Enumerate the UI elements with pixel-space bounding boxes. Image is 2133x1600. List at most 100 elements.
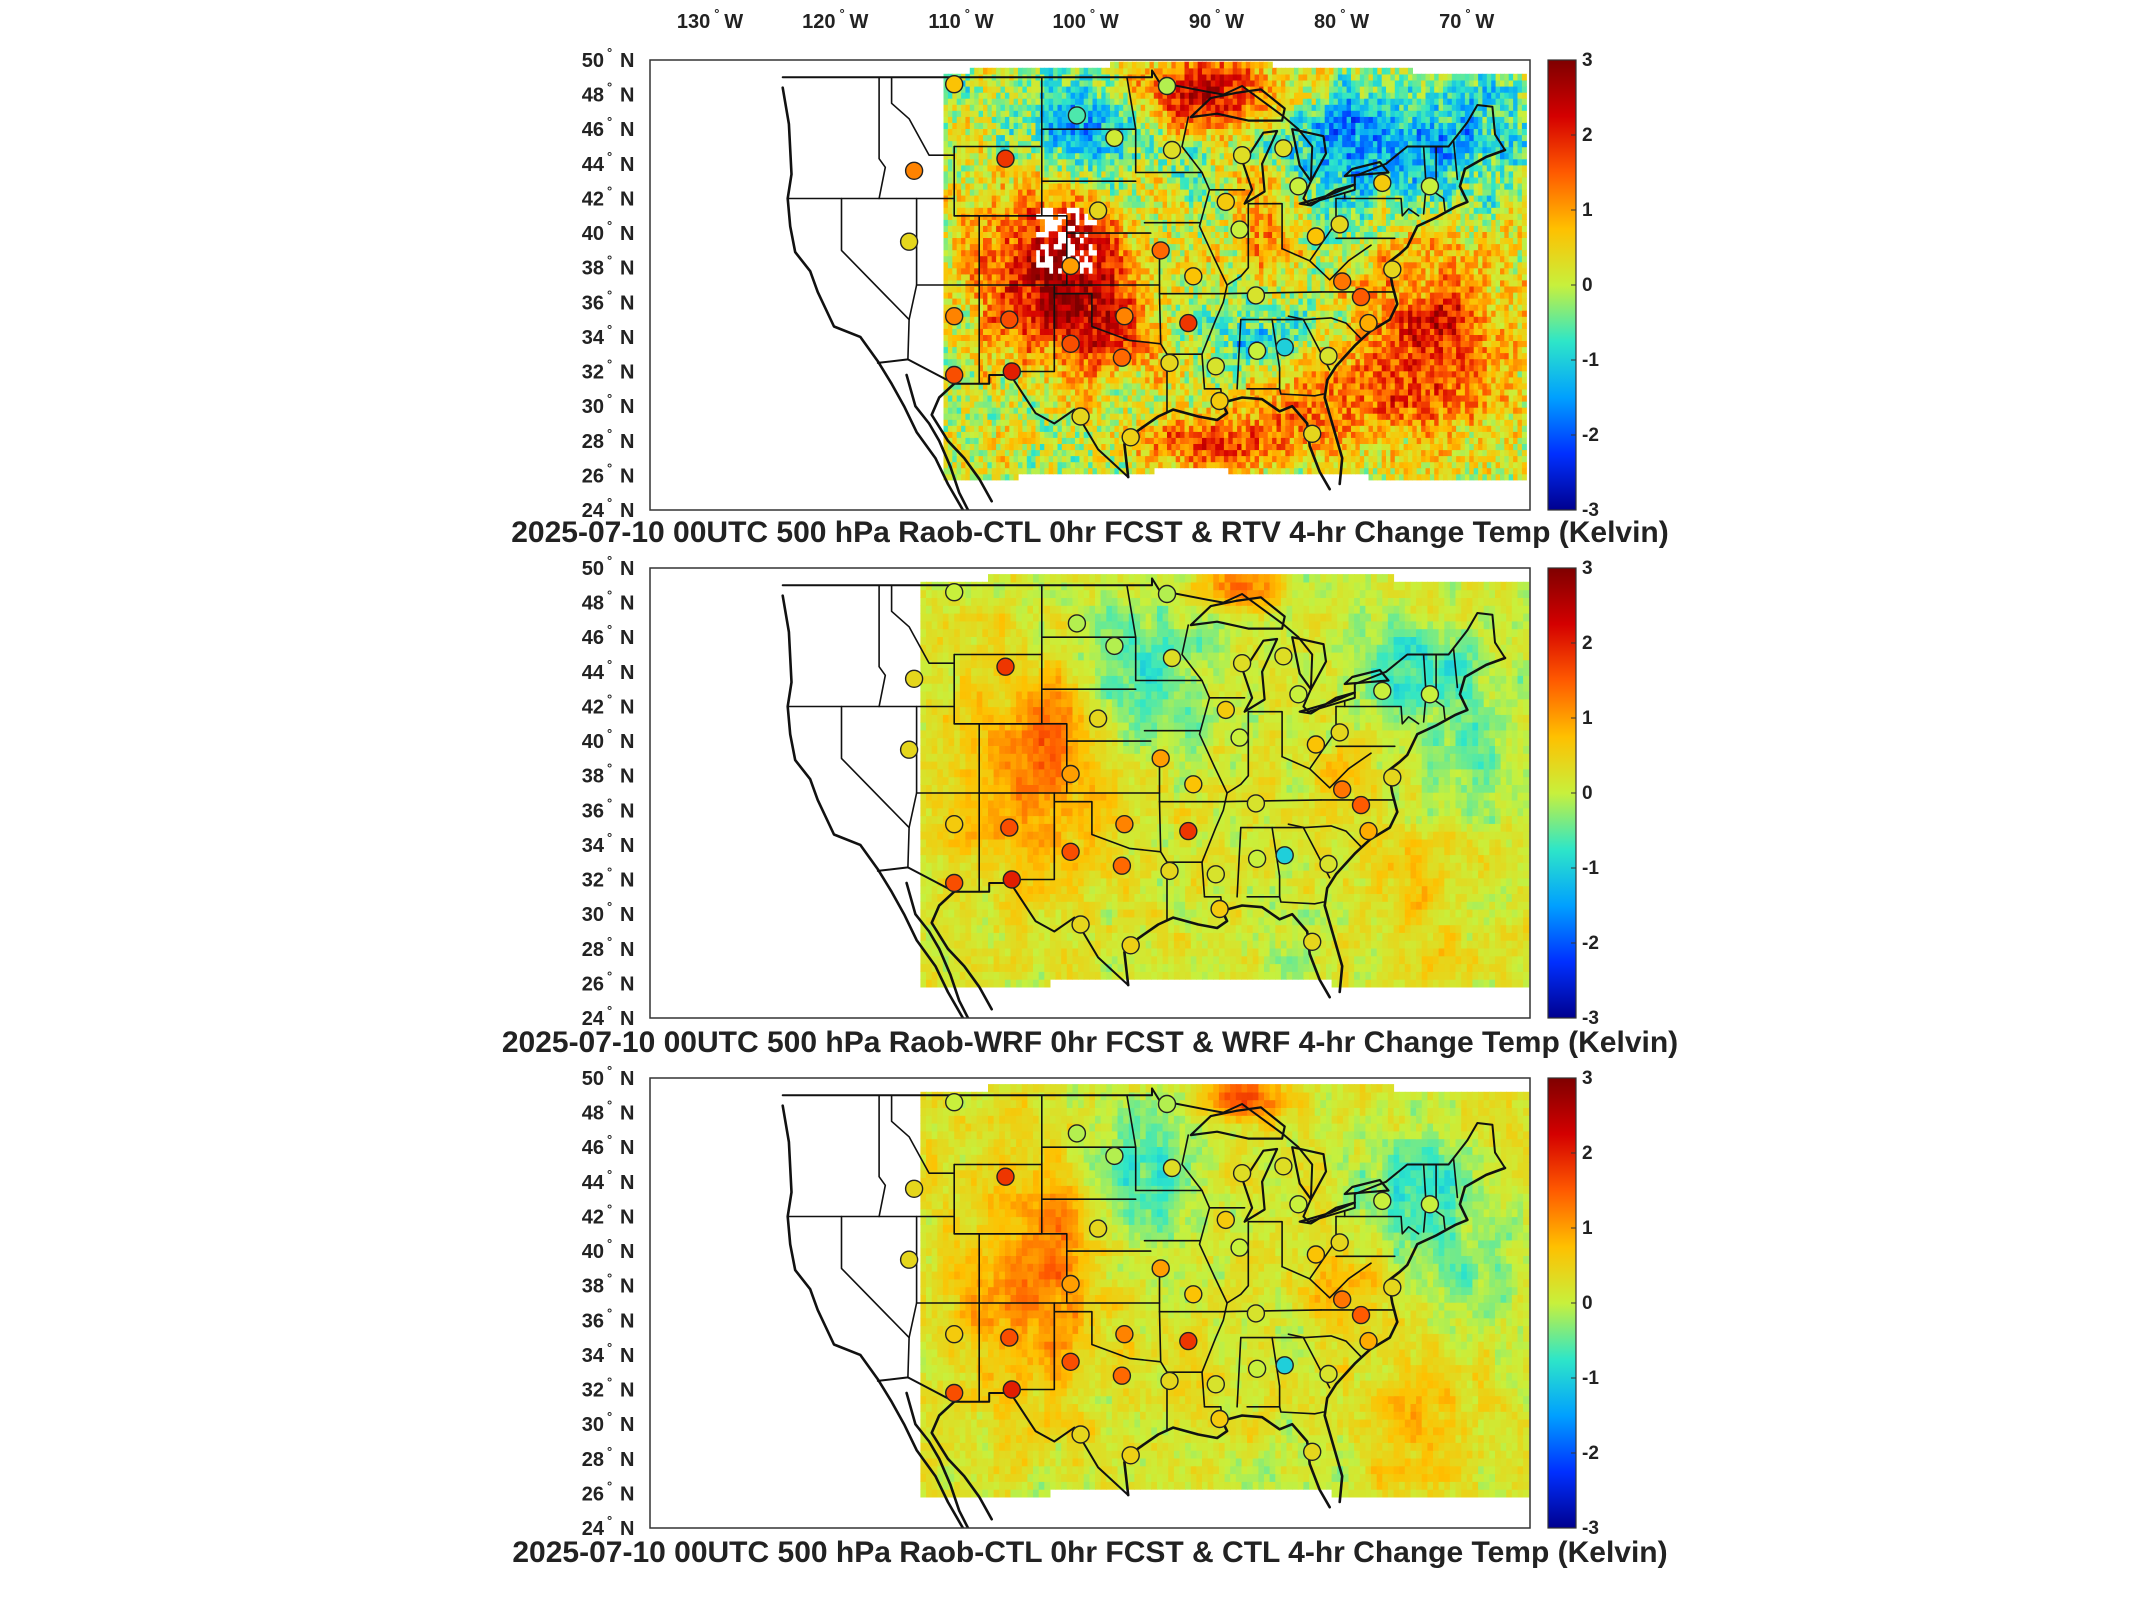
station-marker	[1061, 842, 1080, 861]
station-marker	[1071, 407, 1090, 426]
degree-symbol: °	[607, 761, 612, 776]
station-marker	[1105, 636, 1124, 656]
latitude-label: 46 ° N	[582, 622, 635, 649]
latitude-label: 46 ° N	[582, 114, 635, 141]
degree-symbol: °	[607, 1340, 612, 1355]
longitude-degree: 90	[1189, 11, 1211, 33]
degree-symbol: °	[607, 80, 612, 95]
degree-symbol: °	[607, 1271, 612, 1286]
latitude-degree: 28	[582, 431, 604, 453]
latitude-degree: 42	[582, 697, 604, 719]
latitude-hemisphere: N	[620, 50, 634, 72]
latitude-hemisphere: N	[620, 1345, 634, 1367]
station-marker	[1002, 870, 1021, 889]
degree-symbol: °	[1090, 6, 1095, 21]
station-marker	[1210, 391, 1229, 411]
colorbar-tick-label: -1	[1582, 858, 1599, 879]
latitude-label: 44 ° N	[582, 1167, 635, 1194]
degree-symbol: °	[607, 253, 612, 268]
raob-stations	[899, 583, 1440, 955]
latitude-degree: 48	[582, 593, 604, 615]
state-boundary	[1287, 315, 1362, 340]
great-lake-outline	[1189, 596, 1286, 630]
latitude-degree: 36	[582, 292, 604, 314]
station-marker	[1383, 260, 1402, 279]
station-marker	[1151, 241, 1170, 260]
latitude-degree: 40	[582, 731, 604, 753]
station-marker	[1306, 227, 1326, 246]
station-marker	[996, 149, 1015, 168]
latitude-degree: 32	[582, 362, 604, 384]
latitude-label: 50 ° N	[582, 553, 635, 580]
latitude-degree: 48	[582, 85, 604, 107]
station-marker	[1373, 681, 1392, 701]
latitude-label: 48 ° N	[582, 588, 635, 615]
colorbar: 3 2 1 0 -1 -2 -3	[1547, 50, 1599, 521]
station-marker	[945, 1383, 964, 1403]
latitude-hemisphere: N	[620, 258, 634, 280]
longitude-hemisphere: W	[850, 11, 869, 33]
station-marker	[1420, 1195, 1440, 1214]
station-marker	[1216, 700, 1236, 720]
latitude-label: 34 ° N	[582, 830, 635, 857]
station-marker	[1351, 795, 1371, 815]
latitude-hemisphere: N	[620, 1207, 634, 1229]
degree-symbol: °	[607, 184, 612, 199]
colorbar-tick-label: -3	[1582, 1518, 1599, 1539]
coastline	[930, 382, 993, 503]
degree-symbol: °	[607, 45, 612, 60]
degree-symbol: °	[607, 657, 612, 672]
station-marker	[1071, 1425, 1090, 1444]
longitude-label: 120 ° W	[802, 6, 868, 33]
latitude-label: 34 ° N	[582, 322, 635, 349]
latitude-hemisphere: N	[620, 766, 634, 788]
degree-symbol: °	[607, 1478, 612, 1493]
colorbar-tick-label: 1	[1582, 1218, 1593, 1239]
latitude-hemisphere: N	[620, 154, 634, 176]
degree-symbol: °	[607, 357, 612, 372]
state-boundary	[1335, 197, 1420, 217]
station-marker	[1206, 357, 1226, 376]
latitude-degree: 34	[582, 327, 605, 349]
station-marker	[1179, 313, 1198, 333]
longitude-hemisphere: W	[1225, 11, 1244, 33]
state-boundary	[1222, 1309, 1322, 1313]
degree-symbol: °	[607, 968, 612, 983]
longitude-degree: 130	[677, 11, 710, 33]
great-lake-outline	[1343, 1179, 1390, 1196]
latitude-label: 40 ° N	[582, 218, 635, 245]
station-marker	[1105, 1146, 1124, 1166]
state-boundary	[890, 76, 955, 156]
state-boundary	[907, 1215, 918, 1379]
degree-symbol: °	[607, 622, 612, 637]
degree-symbol: °	[1215, 6, 1220, 21]
station-marker	[1151, 749, 1170, 768]
station-marker	[1302, 424, 1322, 443]
latitude-hemisphere: N	[620, 85, 634, 107]
latitude-label: 42 ° N	[582, 692, 635, 719]
state-boundary	[1287, 1333, 1362, 1358]
latitude-label: 38 ° N	[582, 1271, 635, 1298]
state-boundary	[1126, 584, 1137, 682]
station-marker	[899, 232, 919, 251]
station-marker	[1289, 177, 1308, 196]
state-boundary	[1008, 792, 1056, 881]
degree-symbol: °	[607, 322, 612, 337]
state-boundary	[1008, 1302, 1056, 1391]
station-marker	[1160, 1371, 1179, 1391]
latitude-degree: 24	[582, 1518, 605, 1540]
station-marker	[1246, 794, 1266, 813]
station-marker	[1121, 1446, 1140, 1465]
state-boundary	[1222, 291, 1322, 295]
station-marker	[1359, 313, 1378, 333]
longitude-hemisphere: W	[1475, 11, 1494, 33]
great-lake-outline	[1298, 183, 1356, 207]
station-marker	[1061, 764, 1080, 784]
state-boundary	[878, 584, 887, 708]
great-lake-outline	[1298, 1201, 1356, 1225]
station-marker	[1000, 818, 1019, 837]
state-boundary	[1053, 1310, 1162, 1363]
state-boundary	[1181, 624, 1228, 898]
station-marker	[899, 740, 919, 759]
station-marker	[1002, 362, 1021, 381]
